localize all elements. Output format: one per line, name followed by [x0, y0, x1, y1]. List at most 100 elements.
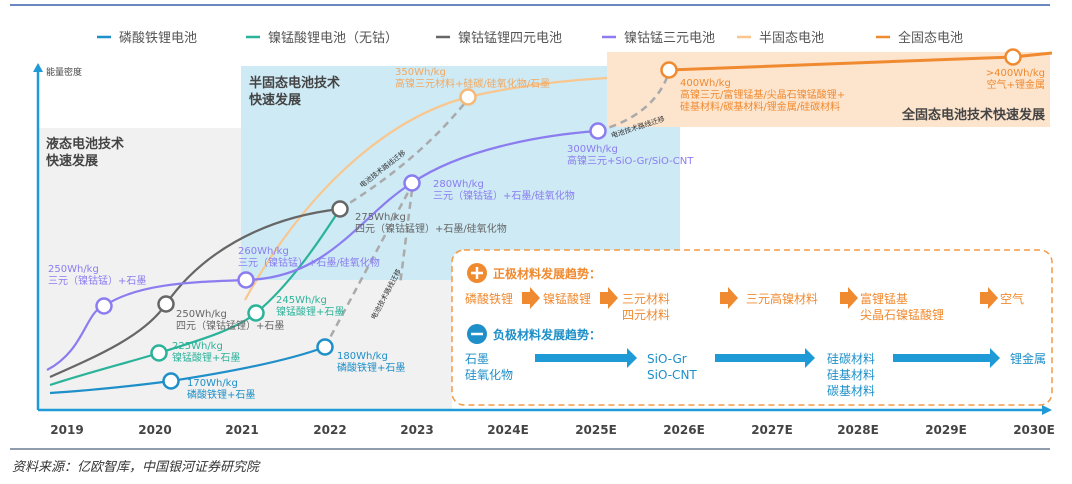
- point-label-lfp_170-line: 磷酸铁锂+石墨: [187, 388, 255, 401]
- negative-step-line: 碳基材料: [827, 384, 875, 398]
- positive-step-line: 空气: [1000, 291, 1024, 306]
- x-axis-arrow-icon: [1042, 405, 1052, 415]
- point-label-quat_250-line: 250Wh/kg: [176, 309, 227, 320]
- negative-step-line: SiO-Gr: [647, 352, 687, 366]
- data-point-lnmo_245: [247, 304, 265, 322]
- y-axis-label: 能量密度: [46, 66, 82, 78]
- positive-arrow-icon: [840, 287, 858, 309]
- semi-region-title-line: 快速发展: [249, 92, 302, 108]
- liquid-region-title-line: 快速发展: [46, 153, 99, 169]
- data-point-ncm_250: [95, 297, 113, 315]
- point-label-semi_350-line: 高镍三元材料+硅碳/硅氧化物/石墨: [395, 77, 550, 90]
- source-note: 资料来源：亿欧智库，中国银河证券研究院: [12, 460, 260, 475]
- migration-dashed-line: [339, 98, 469, 211]
- point-label-lfp_170-line: 170Wh/kg: [187, 378, 238, 389]
- solid-region-title: 全固态电池技术快速发展: [901, 107, 1046, 123]
- data-point-quat_275: [331, 200, 349, 218]
- x-tick-label: 2019: [50, 423, 83, 437]
- positive-step-line: 尖晶石镍锰酸锂: [860, 307, 944, 322]
- point-label-ncm_260-line: 三元（镍钴锰）+石墨/硅氧化物: [238, 256, 380, 269]
- data-point-ncm_260: [237, 271, 255, 289]
- point-label-lfp_180-line: 180Wh/kg: [337, 351, 388, 362]
- x-tick-label: 2022: [313, 423, 346, 437]
- data-point-semi_350: [459, 88, 477, 106]
- point-label-quat_275-line: 四元（镍钴锰锂）+石墨/硅氧化物: [355, 222, 507, 235]
- liquid-region-title-line: 液态电池技术: [46, 136, 124, 152]
- point-label-ncm_280-line: 三元（镍钴锰）+石墨/硅氧化物: [433, 189, 575, 202]
- material-trend-box: [451, 249, 1053, 406]
- point-label-lnmo_225-line: 225Wh/kg: [172, 341, 223, 352]
- legend-label: 半固态电池: [759, 31, 824, 46]
- negative-arrow-icon: [715, 348, 815, 368]
- x-tick-label: 2028E: [837, 423, 879, 437]
- x-tick-label: 2027E: [751, 423, 793, 437]
- point-label-semi_350-line: 350Wh/kg: [395, 67, 446, 78]
- data-point-solid_400: [660, 61, 678, 79]
- migration-dashed-line: [323, 184, 414, 348]
- migration-dashed-line: [398, 189, 414, 286]
- data-point-quat_250: [157, 295, 175, 313]
- positive-step-line: 镍锰酸锂: [543, 291, 591, 306]
- x-tick-label: 2030E: [1013, 423, 1055, 437]
- semi-solid-region: [241, 66, 680, 280]
- semi-region-title-line: 半固态电池技术: [249, 75, 340, 91]
- positive-step-line: 三元高镍材料: [746, 291, 818, 306]
- ncm-curve: [46, 129, 599, 371]
- positive-arrow-icon: [980, 287, 998, 309]
- negative-step-line: 硅基材料: [827, 368, 875, 382]
- point-label-ncm_260-line: 260Wh/kg: [238, 246, 289, 257]
- positive-arrow-icon: [720, 287, 738, 309]
- migration-dashed-line: [597, 71, 671, 133]
- data-point-ncm_280: [403, 174, 421, 192]
- data-point-solid_400plus: [1004, 48, 1022, 66]
- positive-arrow-icon: [600, 287, 618, 309]
- x-tick-label: 2024E: [487, 423, 529, 437]
- legend-label: 镍锰酸锂电池（无钴）: [268, 31, 398, 46]
- positive-step-line: 富锂锰基: [860, 291, 908, 306]
- point-label-solid_400plus-line: 空气+锂金属: [987, 78, 1045, 91]
- data-point-lfp_180: [316, 338, 334, 356]
- positive-step-line: 三元材料: [622, 292, 670, 306]
- data-point-lnmo_225: [150, 344, 168, 362]
- point-label-ncm_250-line: 250Wh/kg: [48, 264, 99, 275]
- point-label-ncm_280-line: 280Wh/kg: [433, 179, 484, 190]
- plus-icon-glyph: [471, 267, 483, 279]
- negative-step-line: 石墨: [465, 352, 489, 366]
- point-label-ncm_300-line: 300Wh/kg: [567, 144, 618, 155]
- data-point-lfp_170: [162, 372, 180, 390]
- negative-trend-header: 负极材料发展趋势：: [493, 327, 601, 342]
- positive-trend-header: 正极材料发展趋势：: [493, 266, 601, 281]
- x-tick-label: 2029E: [925, 423, 967, 437]
- semi-solid-curve: [244, 76, 608, 301]
- x-tick-label: 2021: [225, 423, 258, 437]
- negative-step-line: 硅氧化物: [465, 368, 513, 382]
- positive-step-line: 磷酸铁锂: [465, 291, 513, 306]
- legend-label: 磷酸铁锂电池: [119, 31, 197, 46]
- negative-arrow-icon: [893, 348, 1000, 368]
- x-tick-label: 2026E: [663, 423, 705, 437]
- x-tick-label: 2020: [138, 423, 171, 437]
- point-label-solid_400-line: 400Wh/kg: [680, 78, 731, 89]
- point-label-solid_400-line: 硅基材料/碳基材料/锂金属/硅碳材料: [680, 100, 840, 113]
- negative-arrow-icon: [535, 348, 637, 368]
- x-tick-label: 2023: [400, 423, 433, 437]
- negative-step-line: SiO-CNT: [647, 368, 697, 382]
- point-label-lnmo_225-line: 镍锰酸锂+石墨: [172, 351, 240, 364]
- point-label-lfp_180-line: 磷酸铁锂+石墨: [337, 361, 405, 374]
- positive-arrow-icon: [522, 287, 540, 309]
- point-label-lnmo_245-line: 镍锰酸锂+石墨: [276, 305, 344, 318]
- positive-step-line: 四元材料: [622, 308, 670, 322]
- point-label-ncm_300-line: 高镍三元+SiO-Gr/SiO-CNT: [567, 154, 694, 167]
- negative-step-line: 锂金属: [1010, 351, 1046, 366]
- point-label-solid_400plus-line: >400Wh/kg: [986, 68, 1045, 79]
- data-point-ncm_300: [589, 122, 607, 140]
- point-label-ncm_250-line: 三元（镍钴锰）+石墨: [48, 274, 146, 287]
- point-label-quat_250-line: 四元（镍钴锰锂）+石墨: [176, 319, 284, 332]
- lnmo-curve: [49, 208, 341, 387]
- legend-label: 镍钴锰锂四元电池: [458, 31, 562, 46]
- point-label-lnmo_245-line: 245Wh/kg: [276, 295, 327, 306]
- point-label-solid_400-line: 高镍三元/富锂锰基/尖晶石镍锰酸锂+: [680, 88, 845, 101]
- legend-label: 全固态电池: [898, 30, 963, 46]
